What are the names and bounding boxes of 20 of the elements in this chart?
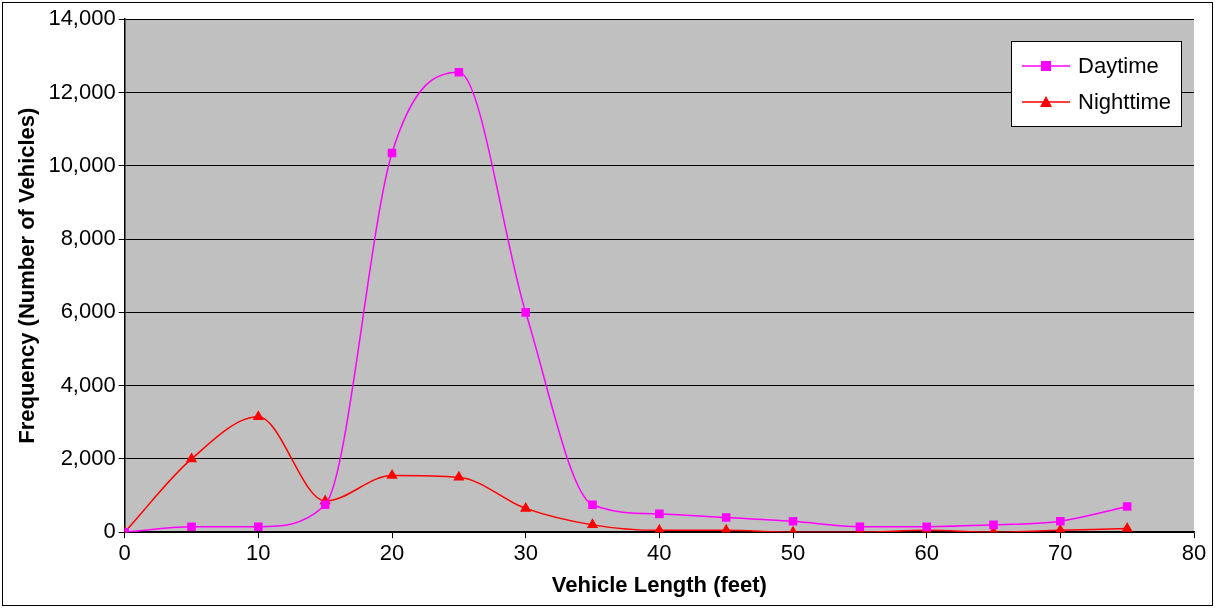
x-tick-label: 80 bbox=[1181, 540, 1207, 566]
x-tick-label: 10 bbox=[246, 540, 271, 566]
x-tick-label: 50 bbox=[780, 540, 806, 566]
legend-label: Daytime bbox=[1078, 53, 1159, 80]
y-tick-label: 6,000 bbox=[60, 298, 116, 324]
y-tick-label: 14,000 bbox=[48, 5, 116, 31]
y-tick-label: 10,000 bbox=[48, 151, 116, 177]
y-tick-label: 12,000 bbox=[48, 78, 116, 104]
y-tick-label: 4,000 bbox=[60, 371, 116, 397]
y-axis-title: Frequency (Number of Vehicles) bbox=[14, 107, 40, 444]
x-tick-label: 20 bbox=[379, 540, 405, 566]
y-tick-label: 8,000 bbox=[60, 225, 116, 251]
x-tick-label: 30 bbox=[513, 540, 538, 566]
legend-label: Nighttime bbox=[1078, 89, 1171, 116]
y-tick-label: 2,000 bbox=[60, 444, 116, 470]
x-tick-label: 70 bbox=[1048, 540, 1073, 566]
x-tick-label: 60 bbox=[914, 540, 939, 566]
y-tick-label: 0 bbox=[103, 518, 116, 544]
x-tick-label: 40 bbox=[647, 540, 672, 566]
x-axis-title: Vehicle Length (feet) bbox=[551, 571, 767, 597]
